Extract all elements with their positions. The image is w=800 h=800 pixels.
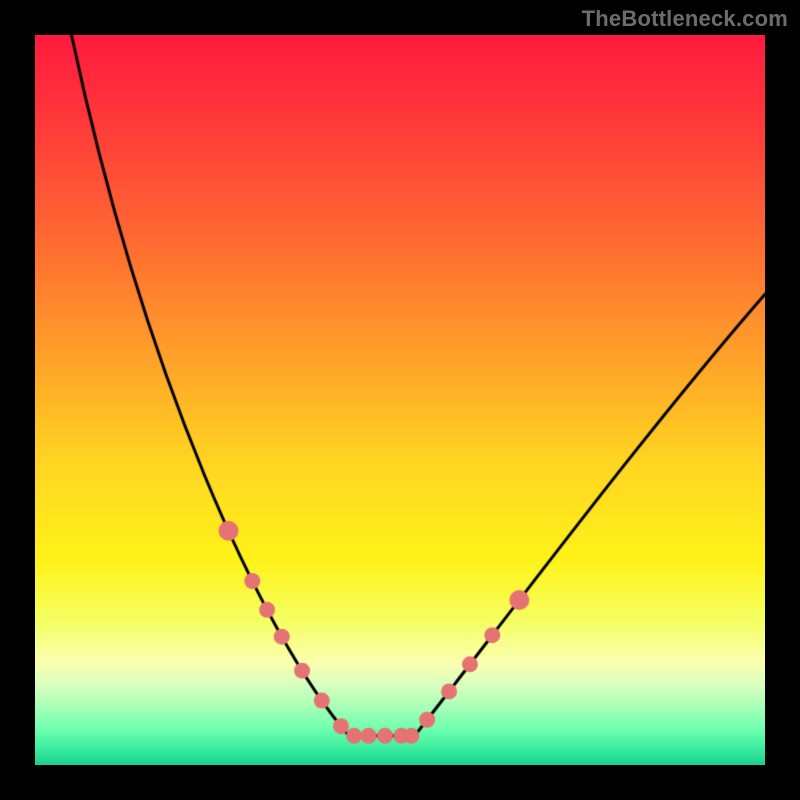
- watermark-label: TheBottleneck.com: [582, 6, 788, 32]
- bottleneck-curve: [35, 35, 765, 765]
- chart-container: TheBottleneck.com: [0, 0, 800, 800]
